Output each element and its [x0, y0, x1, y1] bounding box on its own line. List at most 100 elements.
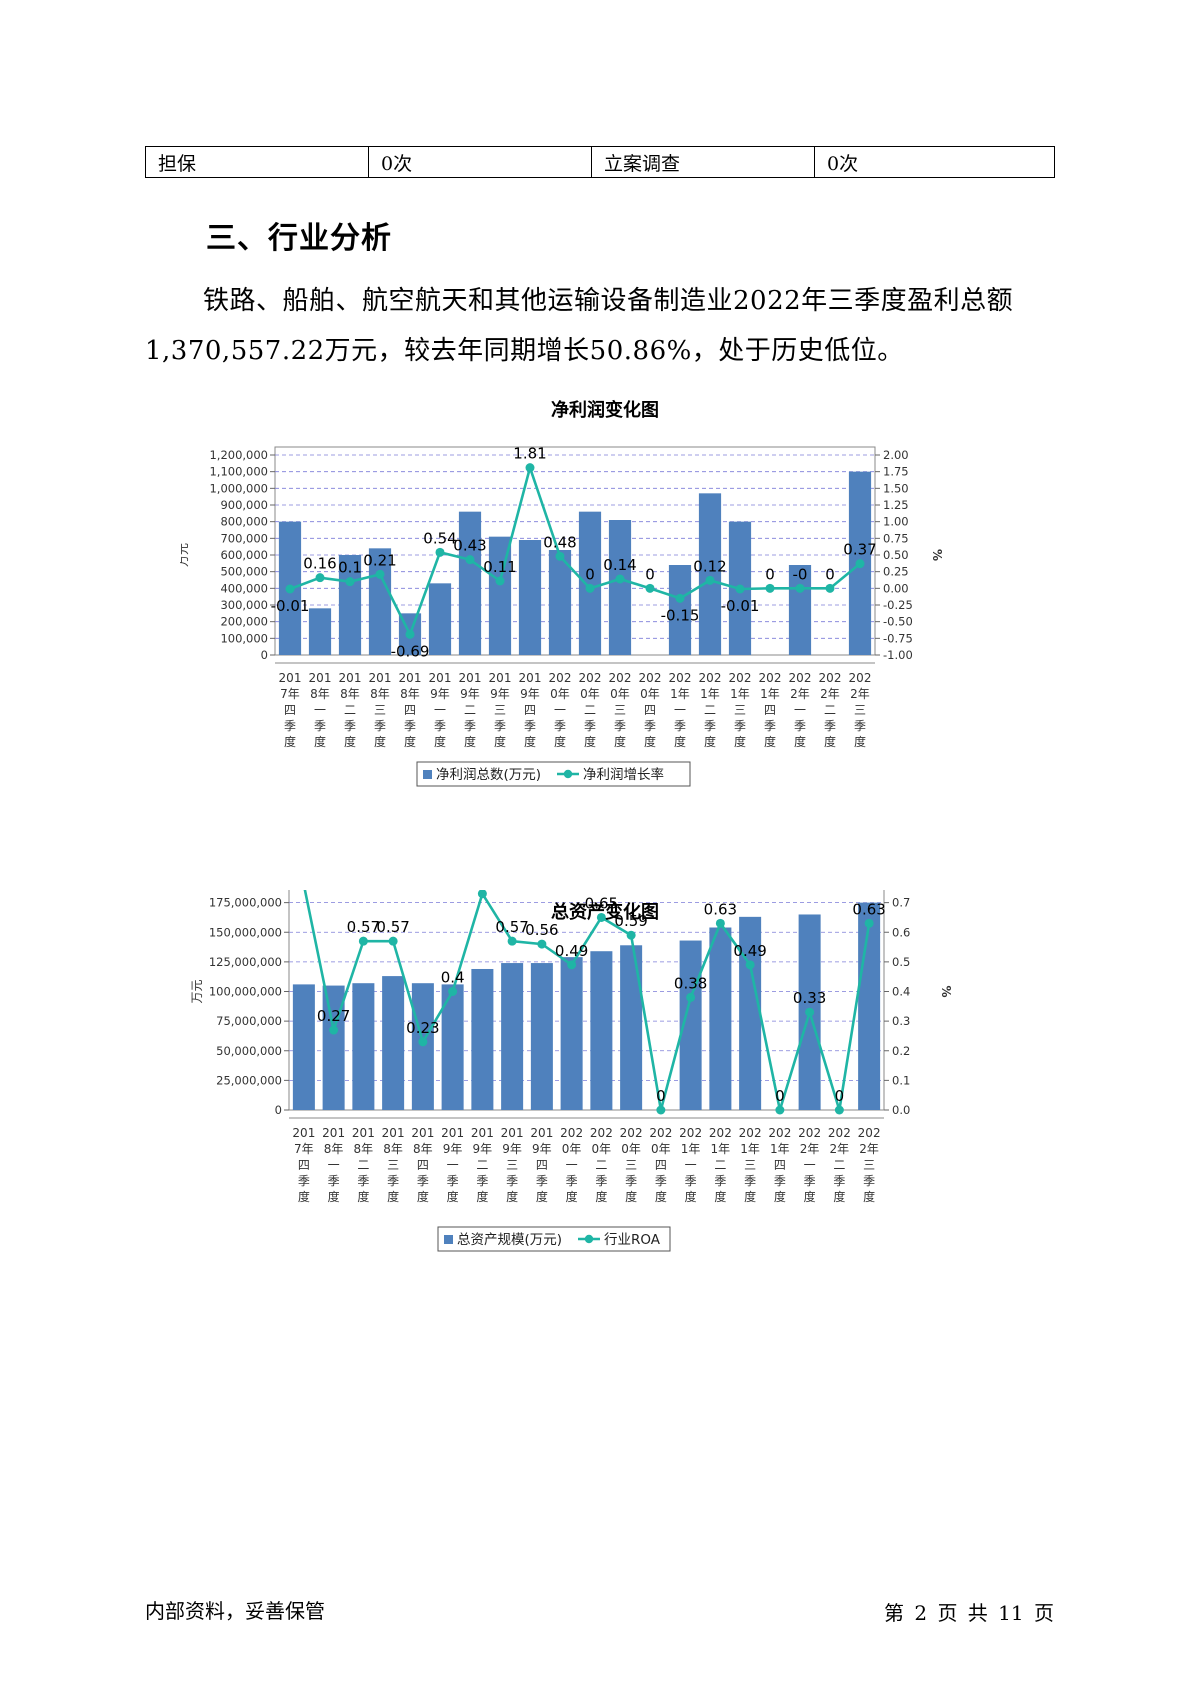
- series-line: [289, 463, 861, 638]
- y2-axis-title: %: [930, 549, 944, 561]
- line-point: [405, 629, 415, 639]
- data-label: 0.63: [852, 900, 885, 918]
- data-label: 0.27: [317, 1007, 350, 1025]
- y-tick-label: 900,000: [220, 498, 268, 512]
- section-title: 三、行业分析: [206, 221, 392, 256]
- y-tick-label: 100,000: [220, 631, 268, 645]
- line-point: [735, 584, 745, 594]
- x-tick-label: 201 9年四季度: [519, 671, 542, 749]
- data-label: 0.11: [483, 558, 516, 576]
- chart-title: 总资产变化图: [551, 902, 659, 923]
- y-tick-label: 600,000: [220, 548, 268, 562]
- legend-label: 净利润总数(万元): [436, 767, 541, 783]
- x-tick-label: 202 2年二季度: [819, 671, 842, 749]
- y2-tick-label: 0.3: [892, 1014, 910, 1028]
- legend-box: [437, 1226, 671, 1252]
- footer-note: 内部资料，妥善保管: [145, 1599, 325, 1623]
- line-point: [656, 1105, 666, 1115]
- line-point: [418, 1037, 428, 1047]
- legend-swatch-point: [584, 1234, 594, 1244]
- legend-label: 行业ROA: [604, 1232, 661, 1248]
- line-point: [388, 936, 398, 946]
- y2-axis-title: %: [939, 985, 953, 997]
- data-label: 0.49: [555, 942, 588, 960]
- line-point: [567, 960, 577, 970]
- data-label: -0.01: [721, 597, 760, 615]
- x-tick-label: 201 9年一季度: [429, 671, 452, 749]
- table-cell: 担保: [145, 146, 369, 178]
- y2-tick-label: -0.75: [883, 631, 913, 645]
- line-point: [805, 1007, 815, 1017]
- line-point: [448, 987, 458, 996]
- data-label: 0.33: [793, 989, 826, 1007]
- line-point: [715, 918, 725, 928]
- line-point: [855, 559, 865, 569]
- y2-tick-label: 2.00: [883, 448, 909, 462]
- bar: [578, 511, 602, 655]
- body-paragraph: 铁路、船舶、航空航天和其他运输设备制造业2022年三季度盈利总额1,370,55…: [145, 286, 1014, 366]
- line-point: [765, 583, 775, 593]
- x-tick-label: 202 2年三季度: [849, 671, 872, 749]
- line-point: [795, 583, 805, 593]
- y-tick-label: 75,000,000: [216, 1014, 282, 1028]
- line-point: [834, 1105, 844, 1115]
- y2-tick-label: 0.50: [883, 548, 909, 562]
- y-tick-label: 0: [275, 1103, 282, 1117]
- data-label: 0.23: [406, 1019, 439, 1037]
- y-tick-label: 800,000: [220, 515, 268, 529]
- x-tick-label: 201 8年三季度: [369, 671, 392, 749]
- y-tick-label: 25,000,000: [216, 1073, 282, 1087]
- x-tick-label: 201 9年四季度: [530, 1126, 553, 1204]
- x-tick-label: 202 1年三季度: [739, 1126, 762, 1204]
- data-label: 0.57: [347, 918, 380, 936]
- bar: [530, 963, 553, 1110]
- line-point: [705, 575, 715, 585]
- x-tick-label: 201 9年二季度: [459, 671, 482, 749]
- x-tick-label: 201 8年三季度: [382, 1126, 405, 1204]
- table-cell: 0次: [368, 146, 592, 178]
- bar: [590, 951, 613, 1110]
- y-tick-label: 50,000,000: [216, 1044, 282, 1058]
- x-tick-label: 202 0年二季度: [590, 1126, 613, 1204]
- data-label: 0.49: [733, 942, 766, 960]
- y-tick-label: 0: [261, 648, 268, 662]
- line-point: [675, 593, 685, 603]
- y2-tick-label: 0.00: [883, 581, 909, 595]
- data-label: 0.21: [363, 551, 396, 569]
- line-point: [477, 889, 487, 899]
- y-tick-label: 300,000: [220, 598, 268, 612]
- data-label: 0.16: [303, 555, 336, 573]
- y-tick-label: 700,000: [220, 531, 268, 545]
- y2-tick-label: 0.75: [883, 531, 909, 545]
- data-label: 0: [645, 565, 655, 583]
- line-point: [465, 555, 475, 565]
- bar: [518, 540, 542, 655]
- x-tick-label: 202 0年四季度: [649, 1126, 672, 1204]
- bar: [441, 984, 464, 1110]
- x-tick-label: 202 0年一季度: [560, 1126, 583, 1204]
- y2-tick-label: -0.25: [883, 598, 913, 612]
- legend-label: 总资产规模(万元): [457, 1232, 562, 1248]
- line-point: [825, 583, 835, 593]
- data-label: 1.81: [513, 445, 546, 463]
- line-point: [358, 936, 368, 946]
- data-label: 0.4: [441, 969, 465, 987]
- x-tick-label: 202 0年二季度: [579, 671, 602, 749]
- data-label: 0.57: [376, 918, 409, 936]
- x-tick-label: 201 8年二季度: [352, 1126, 375, 1204]
- line-point: [686, 992, 696, 1002]
- y2-tick-label: 1.25: [883, 498, 909, 512]
- y2-tick-label: -1.00: [883, 648, 913, 662]
- data-label: 0.12: [693, 557, 726, 575]
- line-point: [435, 547, 445, 557]
- x-tick-label: 201 9年三季度: [489, 671, 512, 749]
- line-point: [585, 583, 595, 593]
- table-cell: 0次: [814, 146, 1055, 178]
- bar: [471, 968, 494, 1110]
- line-point: [537, 939, 547, 949]
- x-tick-label: 201 8年四季度: [399, 671, 422, 749]
- y-tick-label: 1,000,000: [209, 481, 268, 495]
- x-tick-label: 202 0年四季度: [639, 671, 662, 749]
- line-point: [507, 936, 517, 946]
- y-tick-label: 1,100,000: [209, 465, 268, 479]
